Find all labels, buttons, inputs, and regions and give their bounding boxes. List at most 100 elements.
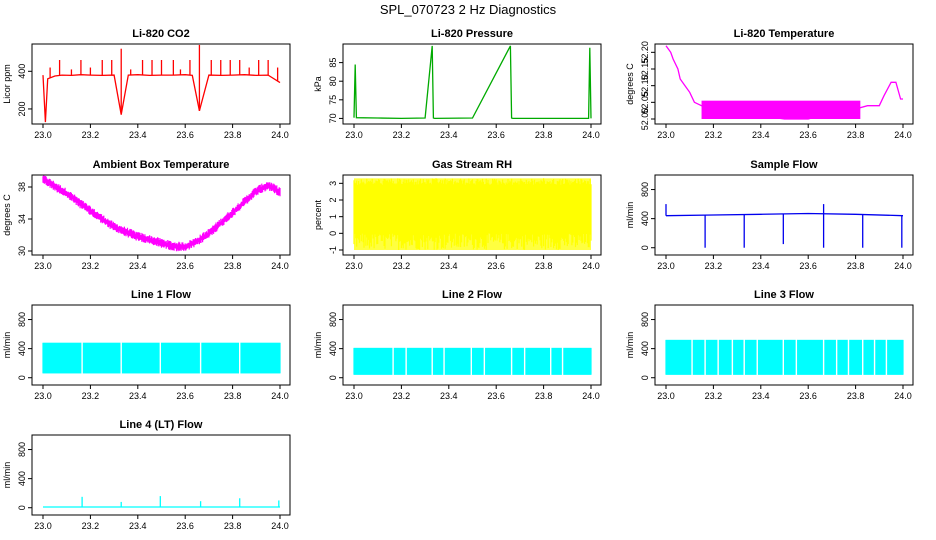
- y-tick-label: 0: [328, 231, 338, 236]
- y-tick-label: 75: [328, 95, 338, 105]
- x-tick-label: 24.0: [271, 521, 289, 531]
- x-tick-label: 23.4: [440, 261, 458, 271]
- y-tick-label: 200: [17, 101, 27, 116]
- series-line: [665, 212, 904, 217]
- series-2: [353, 45, 592, 120]
- y-axis-label: ml/min: [625, 202, 635, 229]
- x-tick-label: 23.6: [799, 130, 817, 140]
- panel-2: Li-820 Pressure 23.0 23.2 23.4 23.6 23.8 24.0 7…: [313, 28, 602, 140]
- panel-10: Line 4 (LT) Flow 23.0 23.2 23.4 23.6 23.8 24.0…: [2, 419, 291, 531]
- panel-title: Line 3 Flow: [754, 289, 814, 301]
- x-tick-label: 23.8: [224, 261, 242, 271]
- x-tick-label: 23.6: [176, 261, 194, 271]
- plot-frame: [31, 434, 291, 516]
- x-tick-label: 24.0: [582, 130, 600, 140]
- x-tick-label: 23.6: [176, 521, 194, 531]
- x-tick-label: 23.2: [393, 261, 411, 271]
- x-tick-label: 23.8: [535, 130, 553, 140]
- panel-title: Sample Flow: [750, 159, 818, 171]
- y-tick-label: -1: [328, 246, 338, 254]
- y-tick-label: 800: [17, 442, 27, 457]
- y-tick-label: 0: [640, 375, 650, 380]
- series-band-fill: [43, 342, 280, 374]
- x-tick-label: 23.0: [657, 261, 675, 271]
- x-tick-label: 23.4: [752, 261, 770, 271]
- plot-frame: [342, 174, 602, 256]
- y-tick-label: 80: [328, 76, 338, 86]
- panel-title: Line 4 (LT) Flow: [120, 419, 203, 431]
- plot-frame: [31, 43, 291, 125]
- x-tick-label: 24.0: [894, 261, 912, 271]
- y-axis-label: ml/min: [2, 462, 12, 489]
- y-tick-label: 38: [17, 182, 27, 192]
- panel-5: Gas Stream RH 23.0 23.2 23.4 23.6 23.8 24.0 -1 0…: [313, 159, 602, 271]
- plot-frame: [31, 304, 291, 386]
- y-tick-label: 2: [328, 197, 338, 202]
- x-tick-label: 23.8: [224, 521, 242, 531]
- x-tick-label: 23.8: [535, 391, 553, 401]
- x-tick-label: 23.8: [847, 261, 865, 271]
- x-tick-label: 24.0: [271, 391, 289, 401]
- y-tick-label: 52.15: [640, 58, 650, 81]
- x-tick-label: 24.0: [894, 130, 912, 140]
- series-9: [665, 338, 904, 376]
- x-tick-label: 24.0: [271, 130, 289, 140]
- y-axis-label: kPa: [313, 76, 323, 92]
- y-tick-label: 400: [328, 341, 338, 356]
- series-line: [42, 74, 281, 123]
- x-tick-label: 23.0: [345, 391, 363, 401]
- y-tick-label: 400: [640, 211, 650, 226]
- y-tick-label: 400: [17, 471, 27, 486]
- x-tick-label: 23.4: [752, 130, 770, 140]
- panel-title: Line 1 Flow: [131, 289, 191, 301]
- series-7: [42, 341, 281, 375]
- page-title: SPL_070723 2 Hz Diagnostics: [379, 2, 557, 17]
- y-tick-label: 400: [640, 341, 650, 356]
- x-tick-label: 23.2: [82, 261, 100, 271]
- series-3: [665, 45, 903, 120]
- y-tick-label: 52.00: [640, 108, 650, 131]
- x-tick-label: 24.0: [271, 261, 289, 271]
- y-axis-label: percent: [313, 199, 323, 230]
- plot-frame: [31, 174, 291, 256]
- series-band-fill: [354, 347, 591, 375]
- series-band-fill: [666, 339, 903, 375]
- y-tick-label: 800: [640, 182, 650, 197]
- series-noise: [42, 174, 281, 252]
- x-tick-label: 23.0: [34, 391, 52, 401]
- panel-8: Line 2 Flow 23.0 23.2 23.4 23.6 23.8 24.0 0 400 8…: [313, 289, 602, 401]
- series-6: [665, 204, 904, 248]
- y-tick-label: 3: [328, 181, 338, 186]
- panel-title: Li-820 Pressure: [431, 28, 513, 40]
- y-tick-label: 0: [328, 375, 338, 380]
- x-tick-label: 23.2: [393, 130, 411, 140]
- panel-4: Ambient Box Temperature 23.0 23.2 23.4 23.6 2…: [2, 159, 291, 271]
- x-tick-label: 23.0: [34, 130, 52, 140]
- plot-frame: [342, 304, 602, 386]
- series-band-fill: [354, 178, 591, 250]
- x-tick-label: 23.8: [224, 130, 242, 140]
- x-tick-label: 24.0: [582, 261, 600, 271]
- y-axis-label: Licor ppm: [2, 64, 12, 104]
- x-tick-label: 23.2: [705, 261, 723, 271]
- x-tick-label: 23.2: [82, 391, 100, 401]
- y-axis-label: degrees C: [2, 194, 12, 236]
- x-tick-label: 23.2: [82, 521, 100, 531]
- series-band: [701, 100, 861, 119]
- x-tick-label: 23.4: [129, 130, 147, 140]
- panel-title: Line 2 Flow: [442, 289, 502, 301]
- x-tick-label: 23.0: [34, 261, 52, 271]
- y-tick-label: 400: [17, 341, 27, 356]
- panel-6: Sample Flow 23.0 23.2 23.4 23.6 23.8 24.0 0 400 8…: [625, 159, 914, 271]
- x-tick-label: 23.6: [487, 130, 505, 140]
- x-tick-label: 23.8: [847, 391, 865, 401]
- plot-frame: [654, 174, 914, 256]
- x-tick-label: 23.6: [176, 391, 194, 401]
- panel-title: Gas Stream RH: [432, 159, 512, 171]
- panel-7: Line 1 Flow 23.0 23.2 23.4 23.6 23.8 24.0 0 400 8…: [2, 289, 291, 401]
- x-tick-label: 23.2: [393, 391, 411, 401]
- series-10: [43, 496, 280, 508]
- y-axis-label: ml/min: [313, 332, 323, 359]
